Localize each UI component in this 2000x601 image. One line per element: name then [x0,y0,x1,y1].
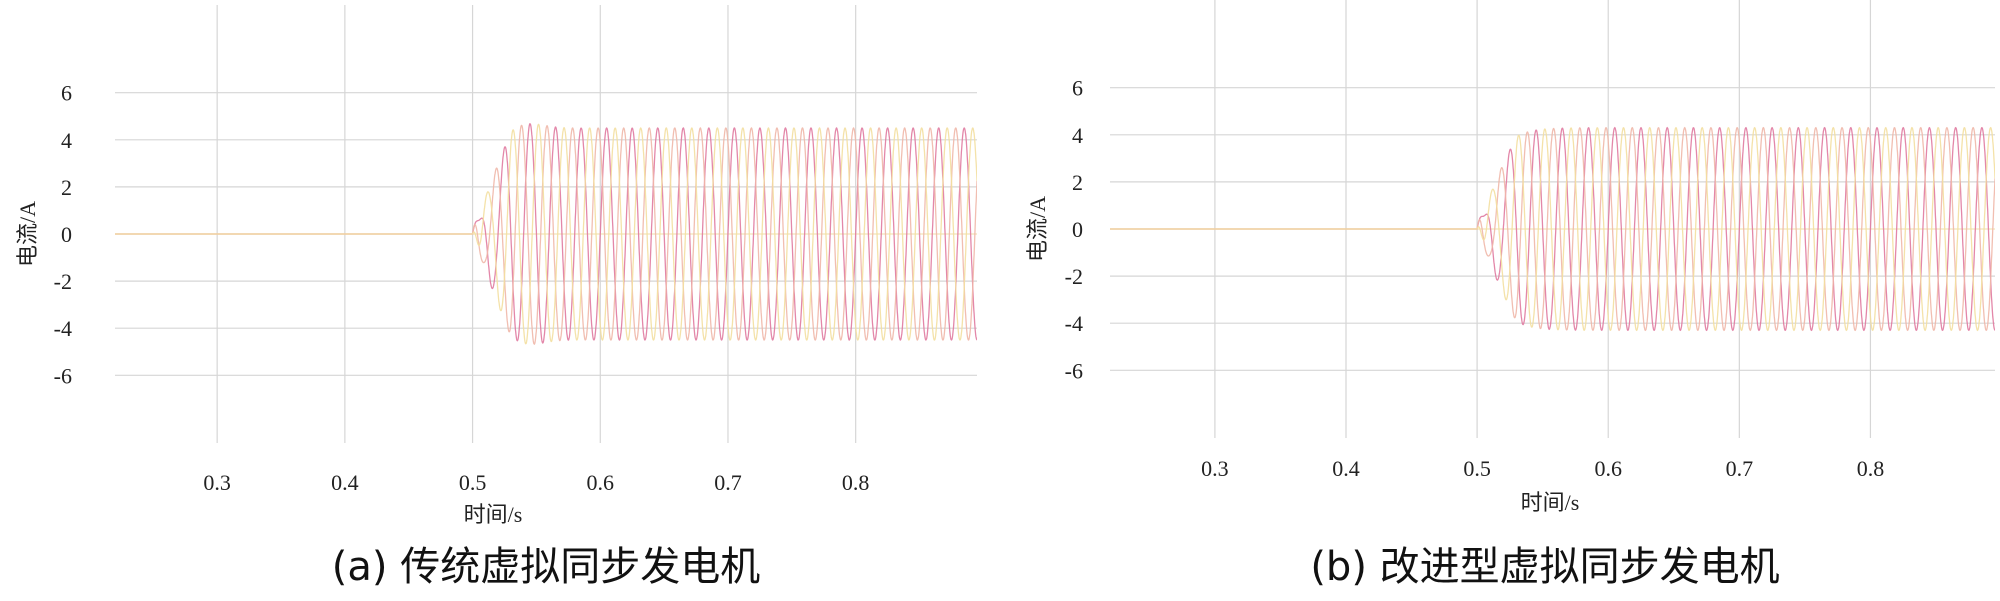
y-axis-label: 电流/A [15,201,40,267]
series-phase-b [1110,126,1995,332]
y-tick-label: 2 [61,175,72,200]
x-tick-label: 0.7 [714,470,742,495]
panel-caption: (a) 传统虚拟同步发电机 [332,544,760,590]
y-tick-label: -4 [54,316,72,341]
x-tick-label: 0.6 [1594,456,1622,481]
y-tick-label: 6 [1072,76,1083,101]
x-tick-label: 0.4 [1332,456,1360,481]
x-tick-label: 0.3 [203,470,231,495]
x-tick-label: 0.5 [1463,456,1491,481]
y-tick-label: 4 [1072,123,1083,148]
y-tick-label: -6 [54,363,72,388]
y-tick-label: -4 [1065,311,1083,336]
y-tick-label: -2 [1065,264,1083,289]
x-tick-label: 0.3 [1201,456,1229,481]
x-tick-label: 0.4 [331,470,359,495]
x-tick-label: 0.8 [1857,456,1885,481]
y-tick-label: 0 [1072,217,1083,242]
x-tick-label: 0.5 [459,470,487,495]
x-tick-label: 0.8 [842,470,870,495]
chart-panel-b: 6 4 2 0 -2 -4 -6 0.3 0.4 0.5 0.6 0.7 0.8 时间/s 电流/A (b) … [1025,0,1995,590]
series-phase-c [1110,126,1995,332]
y-tick-label: -2 [54,269,72,294]
series-phase-b [115,124,977,345]
y-tick-label: 4 [61,128,72,153]
x-tick-label: 0.7 [1726,456,1754,481]
y-axis-label: 电流/A [1025,196,1050,262]
y-tick-label: 0 [61,222,72,247]
panel-caption: (b) 改进型虚拟同步发电机 [1310,544,1779,590]
series-phase-c [115,123,977,345]
x-tick-label: 0.6 [587,470,615,495]
y-tick-label: -6 [1065,358,1083,383]
x-axis-label: 时间/s [464,502,523,527]
series-phase-a [115,123,977,344]
x-axis-label: 时间/s [1521,490,1580,515]
y-tick-label: 6 [61,81,72,106]
series-phase-a [1110,126,1995,332]
y-tick-label: 2 [1072,170,1083,195]
chart-panel-a: 6 4 2 0 -2 -4 -6 0.3 0.4 0.5 0.6 0.7 0.8 时间/s 电流/A (a) … [15,5,977,590]
